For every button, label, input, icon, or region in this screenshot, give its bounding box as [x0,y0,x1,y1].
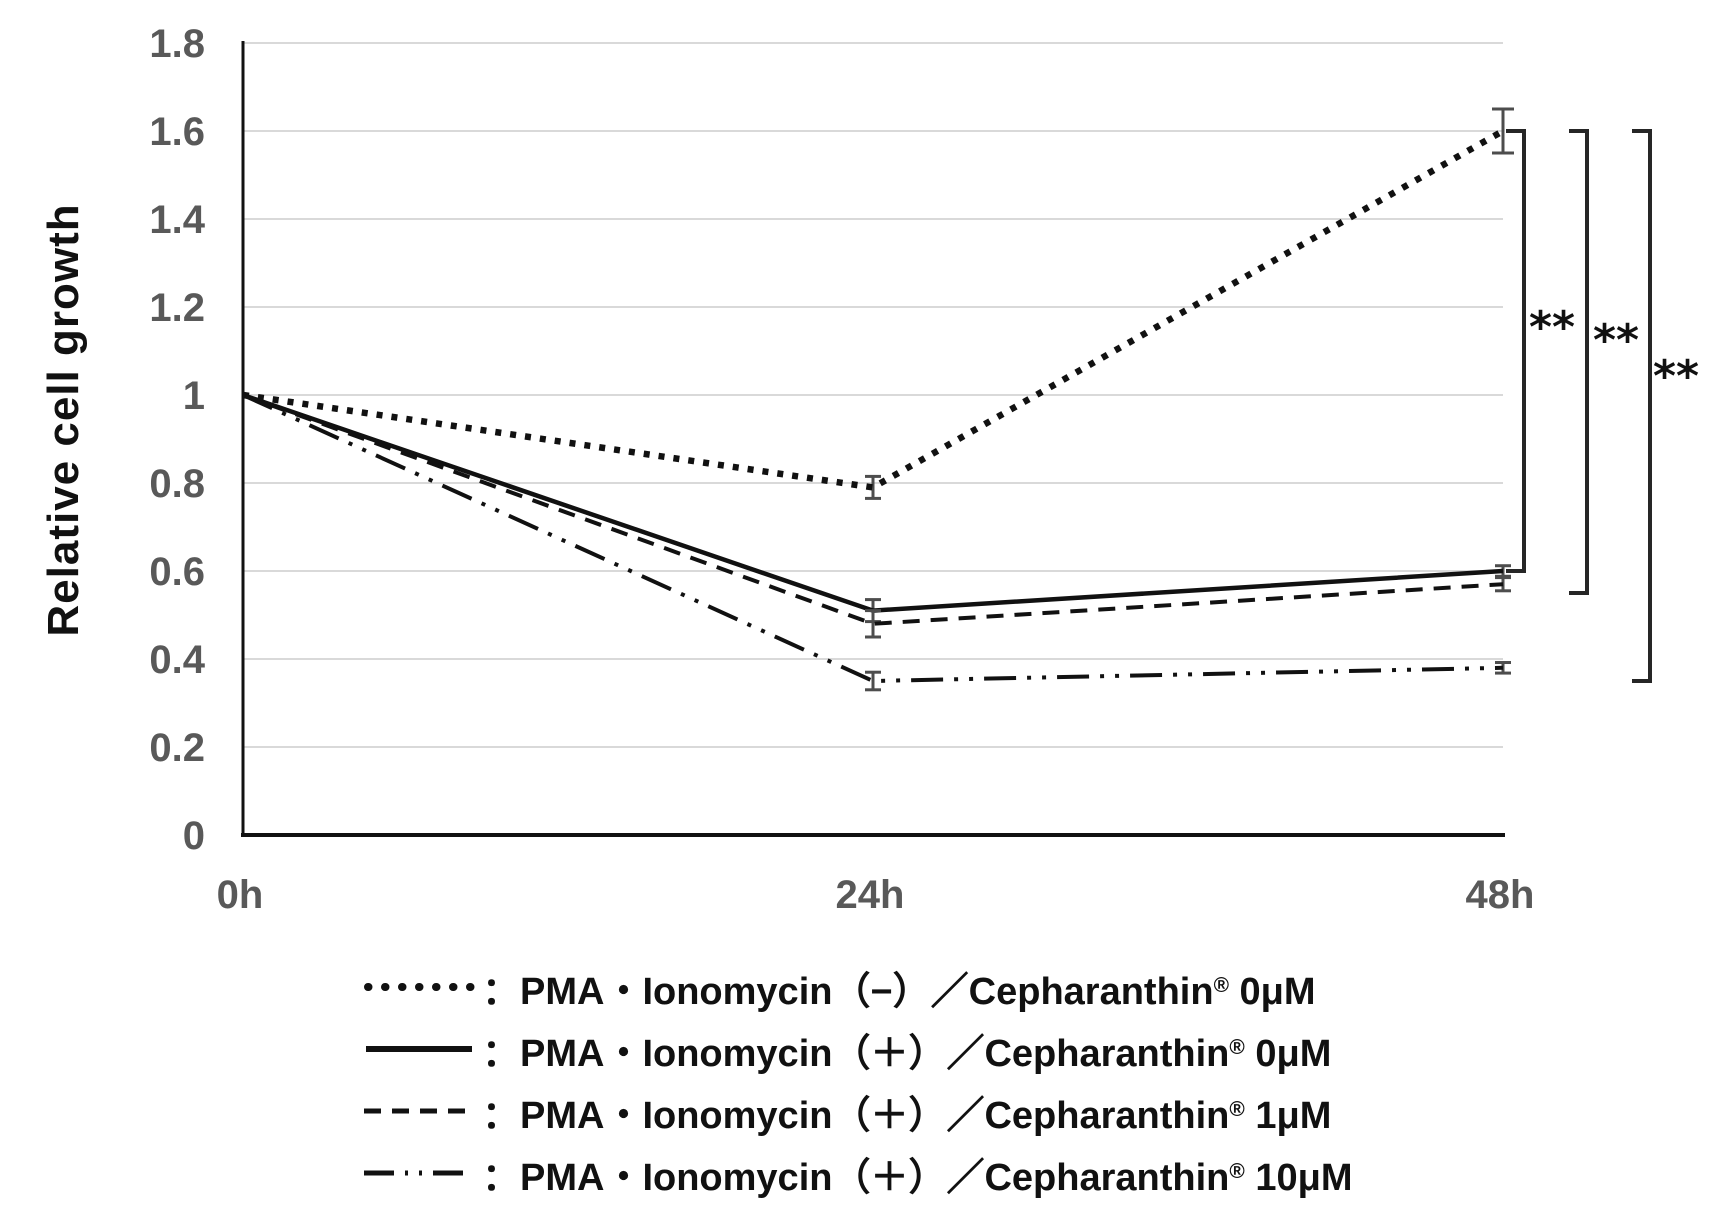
series-line-0 [242,128,1505,491]
series-line-3 [242,393,1504,684]
legend-label: ：PMA・Ionomycin（＋）／Cepharanthin® 0μM [482,1032,1332,1075]
series-line-1 [242,392,1504,613]
legend-item: ：PMA・Ionomycin（＋）／Cepharanthin® 10μM [360,1142,1353,1204]
y-tick-label: 0.8 [149,462,205,506]
y-tick-label: 1.4 [149,198,205,242]
legend-label: ：PMA・Ionomycin（＋）／Cepharanthin® 1μM [482,1094,1332,1137]
legend-item: ：PMA・Ionomycin（＋）／Cepharanthin® 1μM [360,1080,1353,1142]
x-tick-label: 48h [1466,873,1535,917]
y-tick-label: 0 [183,814,205,858]
legend-swatch-dashed-icon [364,1108,474,1114]
y-tick-label: 1.6 [149,110,205,154]
significance-label: ** [1653,351,1699,402]
legend-label: ：PMA・Ionomycin（−）／Cepharanthin® 0μM [482,970,1316,1013]
y-tick-label: 0.6 [149,550,205,594]
x-tick-label: 0h [217,873,264,917]
registered-mark: ® [1213,974,1229,998]
significance-bracket [1506,129,1526,573]
significance-label: ** [1529,302,1575,353]
y-tick-label: 0.2 [149,726,205,770]
registered-mark: ® [1229,1036,1245,1060]
y-tick-label: 1.2 [149,286,205,330]
legend-item: ：PMA・Ionomycin（−）／Cepharanthin® 0μM [360,956,1353,1018]
legend-label: ：PMA・Ionomycin（＋）／Cepharanthin® 10μM [482,1156,1353,1199]
registered-mark: ® [1229,1098,1245,1122]
plot-svg: 0 0.2 0.4 0.6 0.8 1 1.2 1.4 1.6 1.8 0h 24h 48h ** ** ** [149,22,1699,917]
legend-swatch-dashdotdot-icon [364,1170,474,1176]
y-tick-label: 0.4 [149,638,205,682]
registered-mark: ® [1229,1160,1245,1184]
legend-swatch-dotted-icon [364,983,476,991]
y-tick-label: 1.8 [149,22,205,66]
y-axis-title: Relative cell growth [39,203,88,637]
y-tick-label: 1 [183,374,205,418]
series-line-2 [242,393,1504,626]
significance-label: ** [1593,315,1639,366]
x-tick-label: 24h [836,873,905,917]
significance-bracket [1632,129,1652,683]
legend-swatch-solid-icon [366,1046,472,1052]
significance-bracket [1569,129,1589,595]
legend-item: ：PMA・Ionomycin（＋）／Cepharanthin® 0μM [360,1018,1353,1080]
legend: ：PMA・Ionomycin（−）／Cepharanthin® 0μM ：PMA… [360,956,1353,1204]
